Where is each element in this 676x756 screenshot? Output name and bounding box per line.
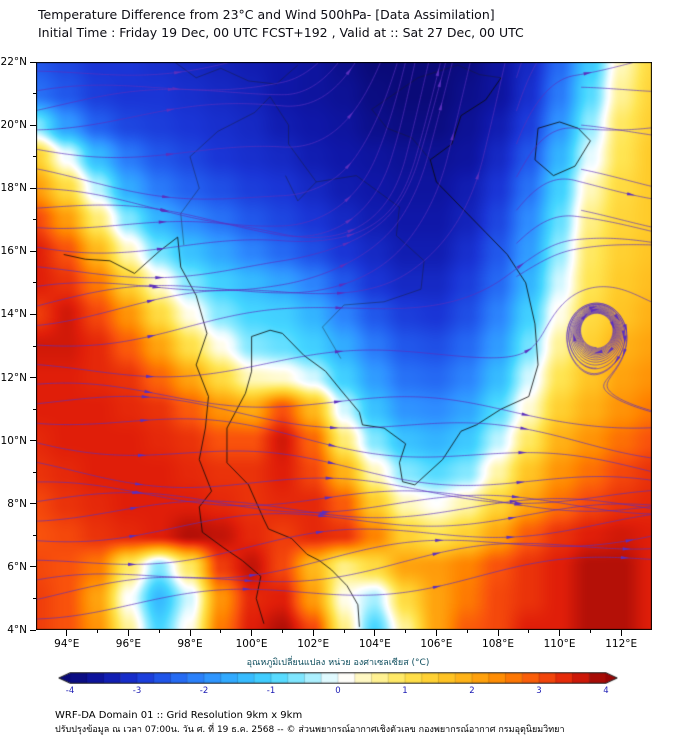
axis-tick	[33, 471, 36, 473]
axis-tick	[343, 630, 345, 633]
axis-tick	[189, 630, 191, 636]
axis-tick	[559, 630, 561, 636]
lon-tick-label: 104°E	[358, 638, 391, 650]
lon-tick-label: 102°E	[297, 638, 330, 650]
lon-tick-label: 94°E	[54, 638, 80, 650]
axis-tick	[497, 630, 499, 636]
lon-tick-label: 108°E	[482, 638, 514, 650]
axis-tick	[466, 630, 468, 633]
axis-tick	[30, 503, 36, 505]
lon-tick-label: 100°E	[235, 638, 268, 650]
colorbar-tick-label: 1	[402, 686, 408, 696]
lon-tick-label: 98°E	[177, 638, 203, 650]
lon-tick-label: 112°E	[605, 638, 638, 650]
lat-tick-label: 14°N	[0, 308, 27, 321]
map-title: Temperature Difference from 23°C and Win…	[38, 7, 495, 22]
lat-tick-label: 4°N	[7, 624, 27, 636]
lon-tick-label: 110°E	[543, 638, 576, 650]
axis-tick	[220, 630, 222, 633]
axis-tick	[589, 630, 591, 633]
axis-tick	[33, 282, 36, 284]
colorbar-tick-label: 3	[536, 686, 542, 696]
axis-tick	[30, 566, 36, 568]
footer-domain-info: WRF-DA Domain 01 :: Grid Resolution 9km …	[55, 710, 303, 721]
axis-tick	[30, 377, 36, 379]
axis-tick	[97, 630, 99, 633]
axis-tick	[33, 345, 36, 347]
axis-tick	[158, 630, 160, 633]
map-frame: 22°N 20°N 18°N 16°N 14°N 12°N 10°N 8°N 6°N 4°N 94°…	[1, 56, 652, 650]
axis-tick	[30, 187, 36, 189]
colorbar-tick-label: -4	[65, 686, 75, 696]
title-block: Temperature Difference from 23°C and Win…	[38, 6, 524, 42]
axis-tick	[30, 250, 36, 252]
footer-block: WRF-DA Domain 01 :: Grid Resolution 9km …	[55, 708, 565, 737]
colorbar-canvas	[58, 672, 618, 684]
axis-tick	[281, 630, 283, 633]
colorbar-tick-label: -3	[132, 686, 142, 696]
colorbar-label: อุณหภูมิเปลี่ยนแปลง หน่วย องศาเซลเซียส (…	[246, 658, 430, 668]
axis-tick	[620, 630, 622, 636]
axis-tick	[30, 61, 36, 63]
lat-tick-label: 8°N	[7, 497, 27, 510]
lat-tick-label: 6°N	[7, 560, 27, 573]
colorbar-tick-label: 0	[335, 686, 341, 696]
axis-tick	[405, 630, 407, 633]
lat-tick-label: 18°N	[0, 182, 27, 195]
temperature-wind-map-canvas	[36, 62, 652, 630]
axis-tick	[33, 408, 36, 410]
footer-update-info: ปรับปรุงข้อมูล ณ เวลา 07:00น. วัน ศ. ที่…	[55, 725, 565, 735]
axis-tick	[33, 156, 36, 158]
axis-tick	[33, 93, 36, 95]
axis-tick	[30, 440, 36, 442]
axis-tick	[33, 534, 36, 536]
colorbar-tick-label: -1	[266, 686, 276, 696]
lat-tick-label: 10°N	[0, 434, 27, 447]
axis-tick	[30, 124, 36, 126]
axis-tick	[435, 630, 437, 636]
colorbar-tick-label: 4	[603, 686, 609, 696]
axis-tick	[374, 630, 376, 636]
colorbar-wrap: -4 -3 -2 -1 0 1 2 3 4	[58, 672, 618, 700]
axis-tick	[33, 597, 36, 599]
axis-tick	[251, 630, 253, 636]
colorbar-tick-label: 2	[469, 686, 475, 696]
axis-tick	[30, 629, 36, 631]
axis-tick	[66, 630, 68, 636]
map-subtitle: Initial Time : Friday 19 Dec, 00 UTC FCS…	[38, 25, 524, 40]
axis-tick	[528, 630, 530, 633]
lat-tick-label: 12°N	[0, 371, 27, 384]
colorbar-tick-label: -2	[199, 686, 209, 696]
colorbar-block: อุณหภูมิเปลี่ยนแปลง หน่วย องศาเซลเซียส (…	[0, 655, 676, 700]
axis-tick	[312, 630, 314, 636]
axis-tick	[33, 219, 36, 221]
axis-tick	[127, 630, 129, 636]
lat-tick-label: 20°N	[0, 119, 27, 132]
lat-tick-label: 22°N	[0, 56, 27, 68]
axis-tick	[30, 313, 36, 315]
lon-tick-label: 106°E	[420, 638, 453, 650]
lon-tick-label: 96°E	[115, 638, 142, 650]
lat-tick-label: 16°N	[0, 245, 27, 258]
